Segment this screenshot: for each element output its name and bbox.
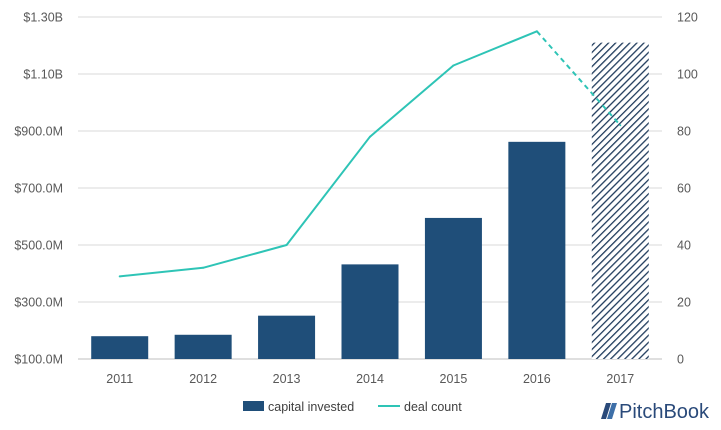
- y-left-tick--500-0m: $500.0M: [14, 239, 63, 253]
- x-tick-2017: 2017: [606, 372, 634, 386]
- y-right-tick-20: 20: [677, 296, 691, 310]
- bar-capital-invested-2011: [91, 336, 149, 359]
- pitchbook-logo-icon: [601, 403, 617, 419]
- point-deal-count-2013: [285, 244, 288, 246]
- axes: $100.0M $300.0M $500.0M $700.0M $900.0M $1.10…: [14, 11, 698, 387]
- x-tick-2016: 2016: [523, 372, 551, 386]
- gridlines: [78, 16, 662, 360]
- bar-capital-invested-2015: [424, 217, 482, 359]
- point-deal-count-2012: [202, 266, 205, 269]
- capital-invested-bars: [91, 42, 649, 360]
- x-tick-2014: 2014: [356, 372, 384, 386]
- point-deal-count-2016: [535, 30, 538, 33]
- legend-label-deal-count: deal count: [404, 400, 462, 414]
- y-right-tick-80: 80: [677, 125, 691, 139]
- y-left-tick--700-0m: $700.0M: [14, 182, 63, 196]
- point-deal-count-2015: [452, 64, 455, 67]
- brand-logo: PitchBook: [601, 401, 710, 423]
- legend: capital invested deal count: [243, 400, 462, 414]
- y-left-tick--100-0m: $100.0M: [14, 353, 63, 367]
- y-right-tick-40: 40: [677, 239, 691, 253]
- bar-capital-invested-2012: [174, 334, 232, 359]
- bar-capital-invested-2016: [508, 141, 566, 359]
- bar-capital-invested-2013: [258, 315, 316, 359]
- point-deal-count-2014: [369, 135, 371, 138]
- line-deal-count-projected: [536, 30, 622, 126]
- line-deal-count-actual: [119, 30, 538, 278]
- point-deal-count-2011: [118, 275, 121, 278]
- y-right-tick-0: 0: [677, 353, 684, 367]
- bar-capital-invested-2017: [591, 42, 649, 360]
- legend-label-capital-invested: capital invested: [268, 400, 354, 414]
- x-tick-2011: 2011: [106, 372, 133, 386]
- y-left-tick--1-30b: $1.30B: [23, 11, 63, 25]
- deal-count-line: [118, 30, 622, 278]
- y-right-tick-60: 60: [677, 182, 691, 196]
- x-tick-2012: 2012: [189, 372, 217, 386]
- y-left-tick--900-0m: $900.0M: [14, 125, 63, 139]
- y-right-tick-120: 120: [677, 11, 698, 25]
- y-left-tick--300-0m: $300.0M: [14, 296, 63, 310]
- legend-swatch-capital-invested: [243, 401, 264, 411]
- brand-name: PitchBook: [619, 401, 710, 423]
- y-right-tick-100: 100: [677, 68, 698, 82]
- x-tick-2013: 2013: [273, 372, 301, 386]
- point-deal-count-2017: [619, 124, 622, 127]
- y-left-tick--1-10b: $1.10B: [23, 68, 63, 82]
- x-tick-2015: 2015: [440, 372, 468, 386]
- bar-capital-invested-2014: [341, 264, 399, 359]
